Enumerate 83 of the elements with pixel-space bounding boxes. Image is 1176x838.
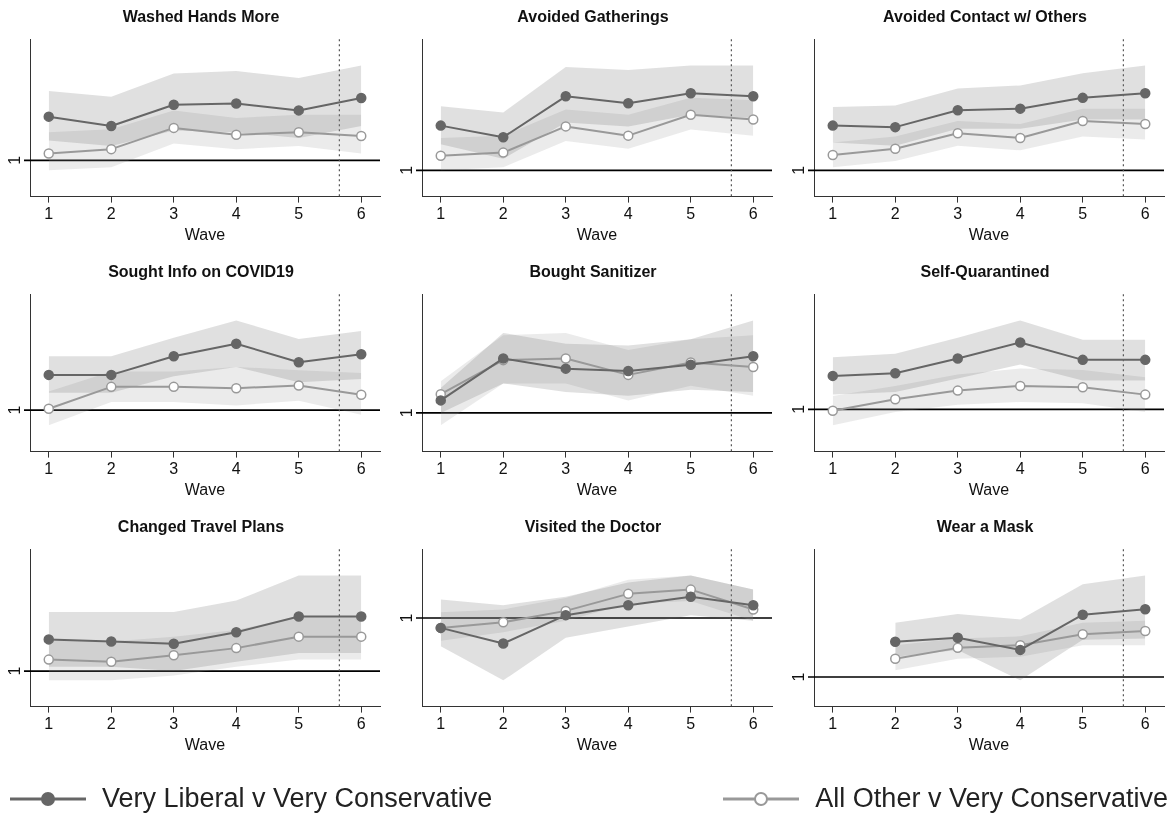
x-tick-label: 5 <box>1078 459 1088 477</box>
x-tick-label: 6 <box>356 204 366 222</box>
x-tick-label: 3 <box>169 714 179 732</box>
x-tick-label: 6 <box>748 459 758 477</box>
x-tick-label: 4 <box>231 714 241 732</box>
x-tick-label: 2 <box>890 204 900 222</box>
x-tick-label: 3 <box>169 204 179 222</box>
x-tick-label: 6 <box>1140 714 1150 732</box>
x-tick-label: 2 <box>106 714 116 732</box>
x-tick-label: 3 <box>561 714 571 732</box>
x-tick-label: 2 <box>106 204 116 222</box>
x-tick-label: 1 <box>44 459 54 477</box>
x-tick-label: 1 <box>828 204 838 222</box>
x-tick-label: 5 <box>1078 714 1088 732</box>
x-axis-title: Wave <box>184 735 226 753</box>
text: 1 <box>790 165 808 175</box>
chart-title: Avoided Gatherings <box>517 8 669 26</box>
text: 1 <box>6 405 24 415</box>
x-axis-title: Wave <box>968 735 1010 753</box>
text: 1 <box>6 666 24 676</box>
text: 1 <box>790 404 808 414</box>
x-tick-label: 6 <box>748 204 758 222</box>
x-tick-label: 4 <box>623 714 633 732</box>
legend-label: All Other v Very Conservative <box>815 783 1168 814</box>
x-tick-label: 2 <box>498 459 508 477</box>
x-tick-label: 2 <box>890 459 900 477</box>
x-tick-label: 4 <box>231 459 241 477</box>
x-axis-title: Wave <box>576 480 618 498</box>
x-tick-label: 5 <box>1078 204 1088 222</box>
text: 1 <box>6 155 24 165</box>
x-tick-label: 4 <box>1015 204 1025 222</box>
x-tick-label: 4 <box>1015 714 1025 732</box>
x-tick-label: 6 <box>1140 459 1150 477</box>
x-tick-label: 5 <box>294 204 304 222</box>
x-tick-label: 1 <box>436 204 446 222</box>
x-tick-label: 1 <box>44 204 54 222</box>
chart-title: Avoided Contact w/ Others <box>883 8 1088 26</box>
x-tick-label: 4 <box>231 204 241 222</box>
x-tick-label: 4 <box>1015 459 1025 477</box>
text: 1 <box>790 672 808 682</box>
x-tick-label: 1 <box>436 714 446 732</box>
x-tick-label: 3 <box>169 459 179 477</box>
text: 1 <box>398 165 416 175</box>
x-tick-label: 3 <box>953 714 963 732</box>
x-axis-title: Wave <box>184 225 226 243</box>
x-tick-label: 1 <box>828 714 838 732</box>
x-tick-label: 2 <box>498 204 508 222</box>
chart-title: Changed Travel Plans <box>117 518 285 536</box>
x-tick-label: 2 <box>498 714 508 732</box>
chart-title: Self-Quarantined <box>920 263 1050 281</box>
legend-label: Very Liberal v Very Conservative <box>102 783 493 814</box>
x-tick-label: 4 <box>623 204 633 222</box>
x-tick-label: 3 <box>953 204 963 222</box>
chart-title: Washed Hands More <box>122 8 280 26</box>
x-tick-label: 1 <box>44 714 54 732</box>
x-axis-title: Wave <box>968 225 1010 243</box>
chart-title: Visited the Doctor <box>524 518 662 536</box>
x-axis-title: Wave <box>576 735 618 753</box>
x-tick-label: 5 <box>686 204 696 222</box>
x-tick-label: 4 <box>623 459 633 477</box>
x-tick-label: 2 <box>106 459 116 477</box>
x-tick-label: 2 <box>890 714 900 732</box>
x-tick-label: 6 <box>356 714 366 732</box>
x-tick-label: 3 <box>953 459 963 477</box>
x-tick-label: 6 <box>1140 204 1150 222</box>
x-axis-title: Wave <box>576 225 618 243</box>
x-tick-label: 3 <box>561 459 571 477</box>
chart-title: Bought Sanitizer <box>529 263 657 281</box>
x-tick-label: 5 <box>294 714 304 732</box>
x-tick-label: 6 <box>356 459 366 477</box>
x-axis-title: Wave <box>184 480 226 498</box>
x-axis-title: Wave <box>968 480 1010 498</box>
chart-title: Sought Info on COVID19 <box>108 263 294 281</box>
x-tick-label: 1 <box>828 459 838 477</box>
text: 1 <box>398 613 416 623</box>
x-tick-label: 5 <box>294 459 304 477</box>
x-tick-label: 3 <box>561 204 571 222</box>
chart-title: Wear a Mask <box>936 518 1034 536</box>
x-tick-label: 1 <box>436 459 446 477</box>
x-tick-label: 5 <box>686 714 696 732</box>
text: 1 <box>398 408 416 418</box>
x-tick-label: 5 <box>686 459 696 477</box>
x-tick-label: 6 <box>748 714 758 732</box>
